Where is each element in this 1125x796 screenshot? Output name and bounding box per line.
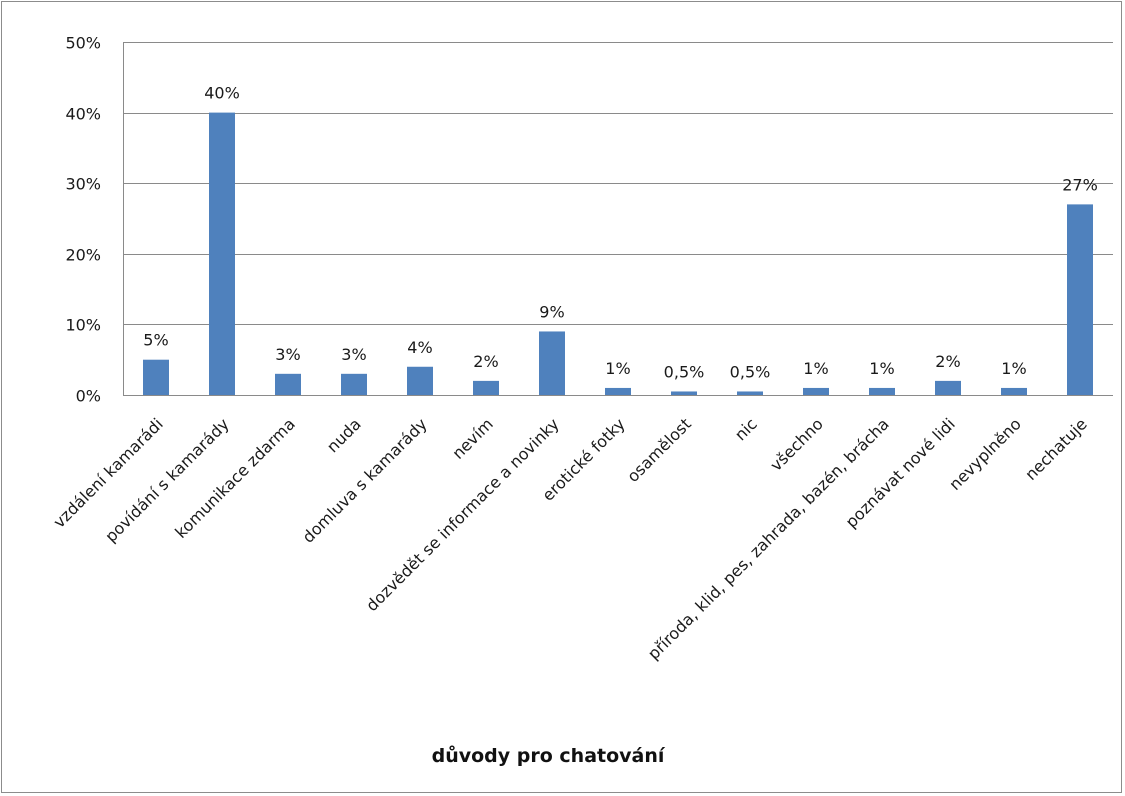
- bar-5: [473, 380, 499, 395]
- category-label-3: nuda: [323, 414, 365, 456]
- data-label-11: 1%: [869, 359, 894, 378]
- bar-13: [1001, 387, 1027, 395]
- data-label-9: 0,5%: [730, 362, 771, 381]
- data-label-3: 3%: [341, 345, 366, 364]
- data-label-1: 40%: [204, 84, 240, 103]
- bar-1: [209, 112, 235, 395]
- y-axis-ticks: 0% 10% 20% 30% 40% 50%: [65, 34, 101, 406]
- gridlines: [123, 42, 1113, 396]
- category-label-14: nechatuje: [1021, 414, 1091, 484]
- bar-6: [539, 331, 565, 395]
- bar-8: [671, 391, 697, 395]
- bar-11: [869, 387, 895, 395]
- data-label-14: 27%: [1062, 175, 1098, 194]
- data-label-5: 2%: [473, 352, 498, 371]
- category-label-8: osamělost: [623, 414, 695, 486]
- data-label-2: 3%: [275, 345, 300, 364]
- bar-2: [275, 373, 301, 395]
- category-label-4: domluva s kamarády: [299, 414, 431, 546]
- data-label-13: 1%: [1001, 359, 1026, 378]
- bars: [143, 112, 1093, 395]
- data-label-4: 4%: [407, 338, 432, 357]
- data-label-7: 1%: [605, 359, 630, 378]
- data-label-0: 5%: [143, 331, 168, 350]
- x-axis-title: důvody pro chatování: [432, 744, 666, 767]
- y-tick-label-2: 20%: [65, 246, 101, 265]
- data-label-8: 0,5%: [664, 362, 705, 381]
- bar-14: [1067, 204, 1093, 395]
- data-label-10: 1%: [803, 359, 828, 378]
- data-label-12: 2%: [935, 352, 960, 371]
- bar-3: [341, 373, 367, 395]
- y-tick-label-1: 10%: [65, 316, 101, 335]
- bar-4: [407, 366, 433, 395]
- bar-10: [803, 387, 829, 395]
- bar-9: [737, 391, 763, 395]
- category-label-5: nevím: [448, 414, 496, 462]
- y-tick-label-3: 30%: [65, 175, 101, 194]
- category-label-2: komunikace zdarma: [171, 414, 299, 542]
- data-labels: 5% 40% 3% 3% 4% 2% 9% 1% 0,5% 0,5% 1% 1% 2% 1% 27%: [143, 84, 1097, 382]
- category-label-11: příroda, klid, pes, zahrada, bazén, brác…: [644, 414, 893, 663]
- bar-12: [935, 380, 961, 395]
- category-label-9: nic: [731, 414, 761, 444]
- category-label-1: povídání s kamarády: [101, 414, 233, 546]
- category-label-12: poznávat nové lidi: [842, 414, 959, 531]
- y-tick-label-5: 50%: [65, 34, 101, 53]
- y-tick-label-4: 40%: [65, 105, 101, 124]
- data-label-6: 9%: [539, 302, 564, 321]
- category-label-10: všechno: [766, 414, 826, 474]
- y-tick-label-0: 0%: [76, 387, 101, 406]
- bar-0: [143, 359, 169, 395]
- bar-7: [605, 387, 631, 395]
- category-label-0: vzdálení kamarádi: [49, 414, 166, 531]
